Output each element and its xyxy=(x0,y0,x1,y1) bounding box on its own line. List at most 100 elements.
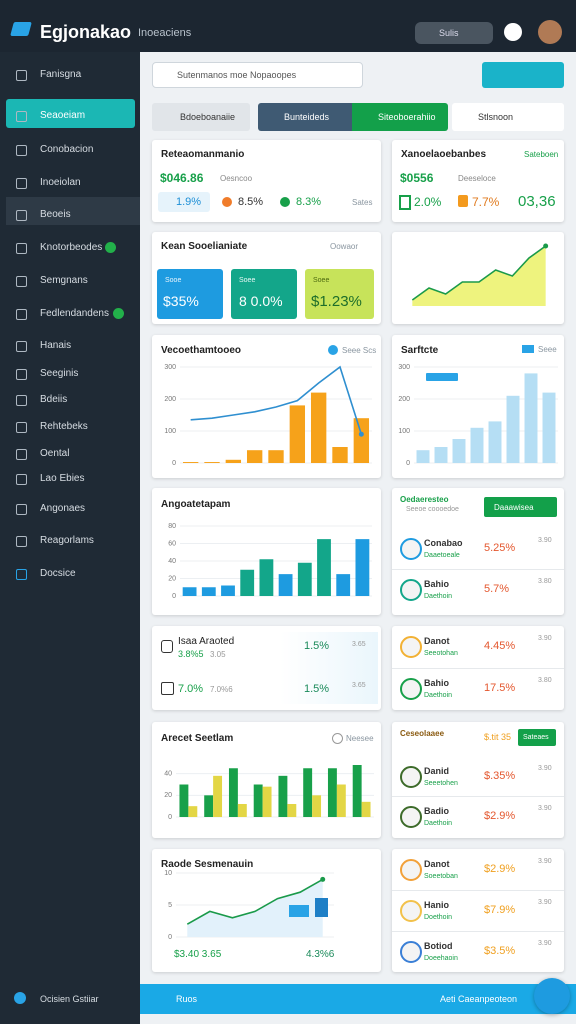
nav-item[interactable]: Seeginis xyxy=(40,368,79,379)
row-sub: Daethoin xyxy=(424,820,453,827)
bar xyxy=(361,801,371,817)
nav-icon xyxy=(16,276,27,287)
link[interactable]: Neesee xyxy=(346,734,374,743)
nav-icon xyxy=(16,309,27,320)
nav-icon xyxy=(16,569,27,580)
tab[interactable]: Bunteideds xyxy=(258,103,352,131)
toolbar-buttons[interactable] xyxy=(482,62,564,88)
kpi-label: Soee xyxy=(239,277,256,284)
row-meta: 3.90 xyxy=(538,858,552,865)
row-avatar xyxy=(400,806,422,828)
row-divider xyxy=(392,890,564,891)
bar xyxy=(353,418,370,463)
row-sub: Soeetoban xyxy=(424,873,458,880)
card-title: Angoatetapam xyxy=(161,499,231,510)
row-value: $3.5% xyxy=(484,945,516,957)
nav-item[interactable]: Angonaes xyxy=(40,503,86,514)
y-tick-label: 0 xyxy=(168,814,172,821)
tab[interactable]: Siteoboerahiio xyxy=(352,103,448,131)
y-tick-label: 5 xyxy=(168,902,172,909)
link[interactable]: Seee Scs xyxy=(342,346,377,355)
row-meta: 3.90 xyxy=(538,765,552,772)
tab[interactable]: Bdoeboanaiie xyxy=(152,103,250,131)
fab-button[interactable] xyxy=(534,978,570,1014)
row-sub: 3.8%5 xyxy=(178,649,204,659)
card-title: Arecet Seetlam xyxy=(161,733,234,744)
tab[interactable]: Stlsnoon xyxy=(452,103,564,131)
nav-item[interactable]: Bdeiis xyxy=(40,394,68,405)
row-meta: 3.90 xyxy=(538,940,552,947)
row-avatar xyxy=(400,941,422,963)
chart-badge xyxy=(426,373,458,381)
bottom-left[interactable]: Ruos xyxy=(176,994,198,1004)
row-sub: Daethoin xyxy=(424,593,453,600)
nav-item[interactable]: Fedlendandens xyxy=(40,308,109,319)
bar xyxy=(188,806,198,817)
card-title: Reteaomanmanio xyxy=(161,149,245,160)
link[interactable]: Sates xyxy=(352,198,373,207)
balance-card: Xanoelaoebanbes Sateboen $0556 Deeseloce… xyxy=(392,140,564,222)
nav-item[interactable]: Beoeis xyxy=(40,209,71,220)
nav-item[interactable]: Inoeiolan xyxy=(40,177,81,188)
stat: 8.5% xyxy=(238,196,264,208)
nav-item[interactable]: Reagorlams xyxy=(40,535,94,546)
orders-card: Ceseolaaee $.tit 35 Sateaes Danid Seeetoh… xyxy=(392,722,564,838)
nav-item[interactable]: Fanisgna xyxy=(40,69,82,80)
row-name: Bahio xyxy=(424,678,450,688)
row-sub: Doeehaoin xyxy=(424,955,458,962)
sidebar-footer[interactable]: Ocisien Gstiiar xyxy=(40,994,99,1004)
card-button[interactable]: Sateaes xyxy=(518,729,556,746)
kpi-value: 8 0.0% xyxy=(239,293,283,309)
card-value: 4.3%6 xyxy=(306,949,335,960)
highlight xyxy=(280,632,378,704)
card-subtitle: Seeoe coooedoe xyxy=(406,506,459,513)
bottom-right[interactable]: Aeti Caeanpeoteon xyxy=(440,994,518,1004)
card-title: Raode Sesmenauin xyxy=(161,859,254,870)
kpi-tile: Sooe $35% xyxy=(157,269,223,319)
point xyxy=(320,876,326,882)
card-title: Kean Sooelianiate xyxy=(161,241,248,252)
nav-item[interactable]: Rehtebeks xyxy=(40,421,88,432)
nav-item[interactable]: Docsice xyxy=(40,568,76,579)
y-tick-label: 60 xyxy=(168,540,176,547)
avatar[interactable] xyxy=(538,20,562,44)
card-button[interactable]: Daaawisea xyxy=(484,497,557,517)
nav-item[interactable]: Semgnans xyxy=(40,275,88,286)
main-search[interactable]: Sutenmanos moe Nopaoopes xyxy=(152,62,363,88)
nav-item[interactable]: Lao Ebies xyxy=(40,473,85,484)
tab-label: Bdoeboanaiie xyxy=(180,112,236,122)
search-box[interactable]: Sulis xyxy=(415,22,493,44)
link[interactable]: Sateboen xyxy=(524,150,559,159)
bar xyxy=(303,768,313,817)
growth-chart: 0 5 10 xyxy=(164,870,334,941)
bar xyxy=(327,768,337,817)
link[interactable]: Oowaor xyxy=(330,242,359,251)
nav-icon xyxy=(16,369,27,380)
bar xyxy=(542,392,556,463)
row-value: $2.9% xyxy=(484,863,516,875)
row-name: Botiod xyxy=(424,941,453,951)
sales-chart: 0 100 200 300 xyxy=(164,364,372,467)
y-tick-label: 40 xyxy=(168,558,176,565)
bar xyxy=(246,450,263,463)
bar xyxy=(416,450,430,463)
footer-icon xyxy=(14,992,26,1004)
stat: 2.0% xyxy=(414,195,442,209)
nav-item[interactable]: Conobacion xyxy=(40,144,94,155)
nav-item[interactable]: Hanais xyxy=(40,340,72,351)
chart-badge xyxy=(289,905,309,917)
stat-icon xyxy=(222,197,232,207)
nav-item[interactable]: Knotorbeodes xyxy=(40,242,103,253)
nav-item[interactable]: Oental xyxy=(40,448,70,459)
active-item xyxy=(6,99,135,128)
row-value: 5.25% xyxy=(484,542,516,554)
line xyxy=(186,878,324,925)
row-icon xyxy=(161,682,174,695)
nav-item[interactable]: Seaoeiam xyxy=(40,110,86,121)
row-name: Danot xyxy=(424,859,450,869)
point xyxy=(358,431,364,437)
notification-button[interactable] xyxy=(504,23,522,41)
link[interactable]: Seee xyxy=(538,345,557,354)
row-divider xyxy=(392,569,564,570)
bottom-bar: Ruos Aeti Caeanpeoteon xyxy=(140,984,576,1014)
